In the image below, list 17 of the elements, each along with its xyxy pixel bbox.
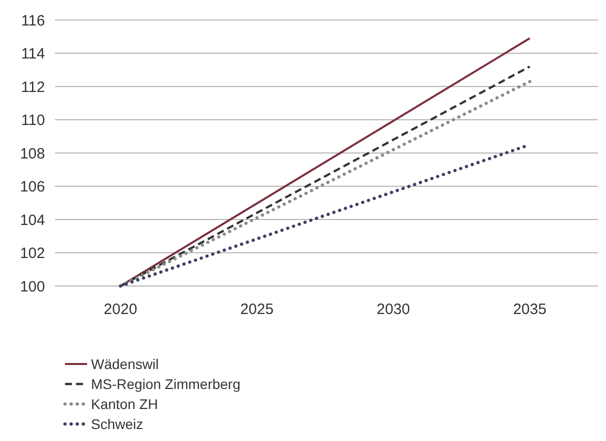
legend-label: MS-Region Zimmerberg [91,376,240,392]
y-tick-label: 116 [21,12,45,30]
y-tick-label: 106 [20,178,45,196]
legend-label: Wädenswil [91,356,159,372]
x-tick-label: 2030 [376,301,410,318]
y-tick-label: 100 [20,278,45,296]
x-tick-label: 2035 [513,301,546,318]
y-tick-label: 112 [21,78,45,96]
y-tick-label: 102 [20,245,45,262]
x-tick-label: 2020 [104,301,138,318]
y-tick-label: 110 [21,112,45,129]
legend-label: Kanton ZH [91,396,158,412]
y-tick-label: 104 [20,212,45,229]
y-tick-label: 108 [20,145,45,162]
x-tick-label: 2025 [240,301,274,318]
legend-label: Schweiz [91,416,144,432]
y-tick-label: 114 [21,46,45,62]
